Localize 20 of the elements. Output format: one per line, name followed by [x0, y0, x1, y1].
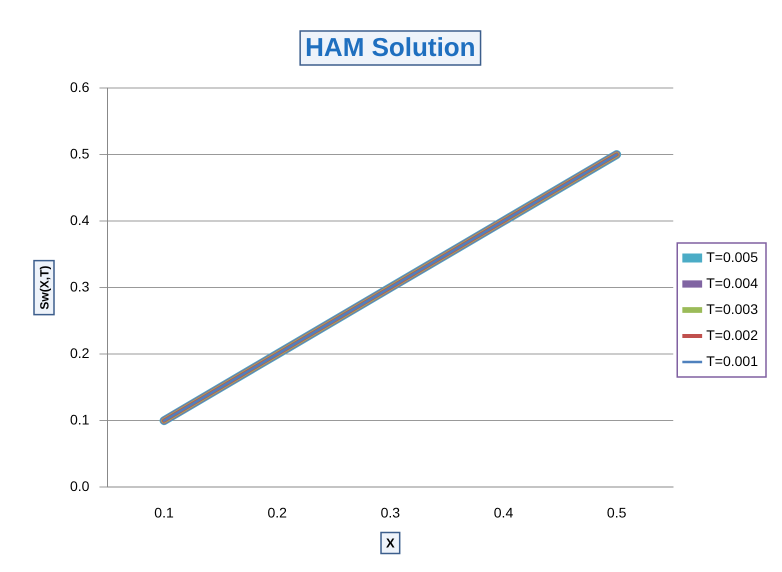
legend-label: T=0.001 — [706, 352, 758, 369]
y-tick-label: 0.6 — [70, 78, 90, 95]
x-tick-label: 0.1 — [154, 504, 174, 520]
legend-label: T=0.004 — [706, 274, 758, 291]
x-tick-label: 0.2 — [267, 504, 288, 520]
x-tick-label: 0.5 — [606, 504, 627, 520]
x-tick-label: 0.4 — [494, 504, 514, 520]
legend-label: T=0.005 — [706, 248, 758, 265]
y-tick-label: 0.4 — [70, 212, 90, 228]
y-axis-title: Sw(X,T) — [37, 266, 52, 310]
x-axis-title: X — [386, 536, 396, 551]
y-tick-label: 0.2 — [70, 344, 90, 361]
legend-label: T=0.003 — [706, 300, 758, 317]
y-tick-label: 0.3 — [70, 278, 90, 294]
chart-title: HAM Solution — [305, 32, 476, 62]
legend-label: T=0.002 — [706, 326, 758, 343]
y-tick-label: 0.0 — [70, 478, 90, 494]
y-tick-label: 0.1 — [70, 412, 90, 428]
y-tick-label: 0.5 — [70, 145, 90, 162]
x-tick-label: 0.3 — [380, 504, 400, 520]
